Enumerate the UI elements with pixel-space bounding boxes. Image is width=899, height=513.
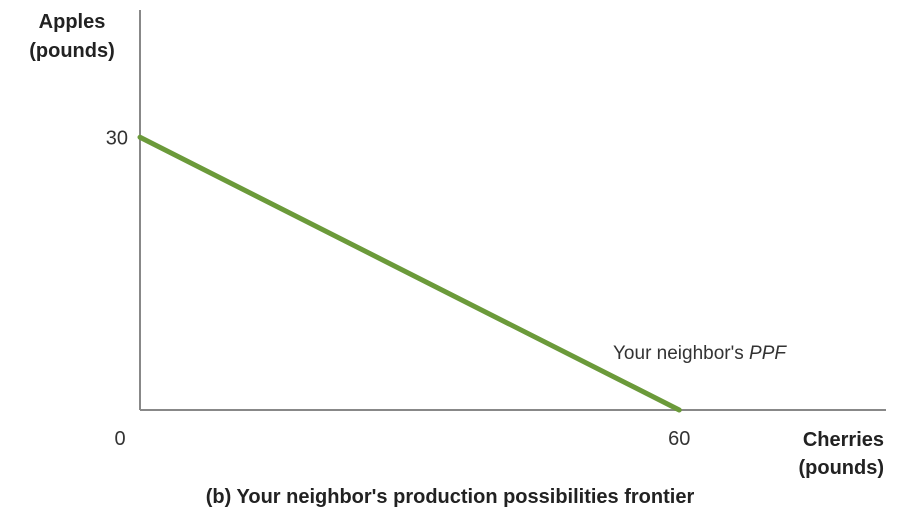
origin-label: 0	[114, 428, 125, 450]
y-tick-label: 30	[106, 127, 128, 149]
ppf-annotation-prefix: Your neighbor's	[613, 343, 749, 364]
x-axis-title-line-1: Cherries	[803, 429, 884, 451]
y-axis-title-line-1: Apples	[39, 11, 106, 33]
x-axis-title-line-2: (pounds)	[798, 457, 884, 479]
x-tick-label: 60	[668, 428, 690, 450]
y-axis-title-line-2: (pounds)	[29, 40, 115, 62]
chart-caption: (b) Your neighbor's production possibili…	[206, 486, 695, 508]
ppf-annotation: Your neighbor's PPF	[613, 343, 787, 364]
ppf-annotation-italic: PPF	[749, 343, 787, 364]
ppf-line	[137, 134, 682, 413]
